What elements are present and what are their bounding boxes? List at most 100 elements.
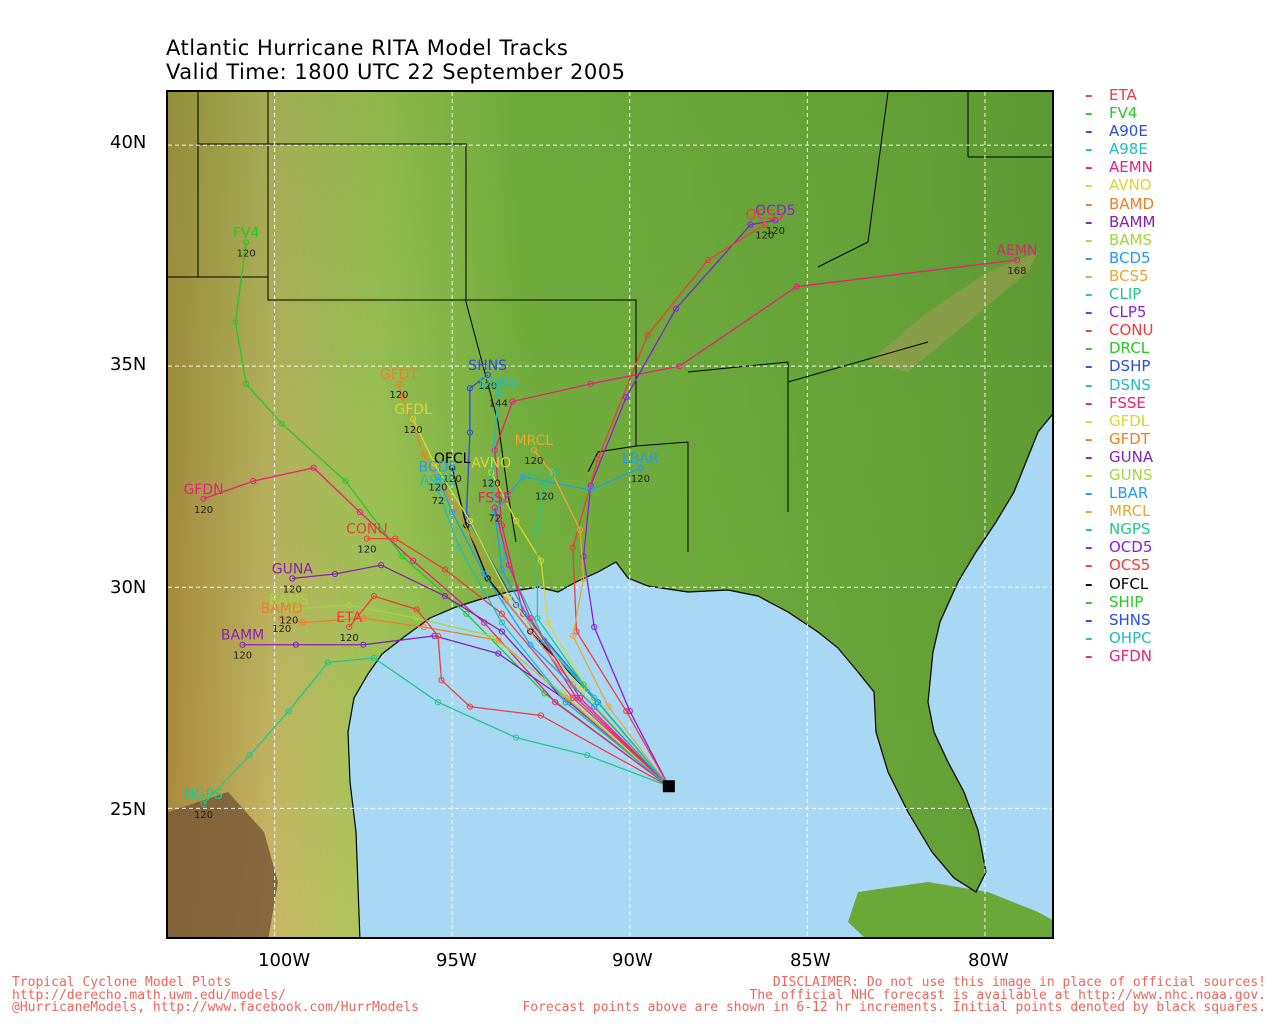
initial-point-square [662,780,675,793]
forecast-point [434,473,442,480]
chart-title: Atlantic Hurricane RITA Model Tracks [166,36,569,60]
track-ocs5 [572,224,766,787]
track-label-bamd: BAMD [261,601,303,617]
forecast-point [587,486,594,494]
track-label-aemn: AEMN [996,243,1037,259]
legend-label: OHPC [1109,628,1152,647]
forecast-point [491,504,498,511]
legend-item-mrcl: – MRCL [1085,502,1155,520]
forecast-point [541,637,548,644]
lon-label-100w: 100W [258,950,311,971]
forecast-point [498,619,505,626]
forecast-point [434,632,442,639]
forecast-point [576,685,584,693]
forecast-point [392,535,399,542]
legend-item-bcd5: – BCD5 [1085,249,1155,267]
legend-item-fv4: – FV4 [1085,104,1155,122]
forecast-point [420,451,427,458]
footer-right: DISCLAIMER: Do not use this image in pla… [522,976,1266,1015]
forecast-point [488,632,495,639]
forecast-point [285,707,292,715]
forecast-point [537,557,545,564]
track-end-hour: 120 [755,231,774,242]
forecast-point [285,606,292,613]
forecast-point [495,389,502,396]
forecast-point [399,394,406,401]
forecast-point [360,615,367,622]
model-legend: – ETA – FV4– A90E – A98E – AEMN – AVNO – BAMD – BAMM – B… [1085,86,1155,665]
track-end-hour: 72 [488,514,501,525]
forecast-point [431,632,438,639]
forecast-point [342,478,349,485]
legend-swatch: – [1085,502,1093,521]
legend-item-dshp: – DSHP [1085,357,1155,375]
forecast-point [704,256,712,264]
track-end-hour: 120 [194,505,213,516]
state-boundaries [168,92,1052,552]
legend-swatch: – [1085,628,1093,647]
forecast-point [512,734,520,741]
forecast-point [530,447,537,454]
legend-item-bcs5: – BCS5 [1085,267,1155,285]
forecast-point [481,570,488,578]
legend-swatch: – [1085,375,1093,394]
forecast-point [594,699,601,706]
forecast-point [299,619,307,626]
forecast-point [250,478,257,485]
track-label-bams: BAMS [269,592,309,608]
cuba [848,882,1052,937]
forecast-point [591,694,598,701]
forecast-point [466,703,474,710]
track-end-hour: 120 [535,492,554,503]
forecast-point [434,699,442,706]
legend-swatch: – [1085,194,1093,213]
track-label-ocs5: OCS5 [745,208,784,224]
legend-swatch: – [1085,393,1093,412]
track-end-hour: 120 [766,226,785,237]
forecast-point [324,659,331,666]
legend-label: BAMS [1109,230,1153,249]
forecast-point [576,694,584,701]
forecast-point [584,752,591,759]
legend-label: OCD5 [1109,538,1153,557]
legend-swatch: – [1085,484,1093,503]
forecast-point [527,615,534,622]
legend-swatch: – [1085,574,1093,593]
forecast-point [331,570,339,578]
footer-left-line3[interactable]: @HurricaneModels, http://www.facebook.co… [12,1000,419,1015]
track-end-hour: 120 [233,651,252,662]
legend-label: CLP5 [1109,303,1147,322]
forecast-point [552,699,559,706]
forecast-point [484,575,491,582]
legend-label: GFDN [1109,646,1153,665]
forecast-point [310,464,317,471]
track-label-ocd5: OCD5 [755,203,795,219]
legend-swatch: – [1085,447,1093,466]
forecast-point [200,800,207,808]
forecast-point [580,575,587,582]
footer-left-line2[interactable]: http://derecho.math.uwm.edu/models/ [12,987,286,1003]
map-area[interactable]: FV4 120 AEMN 168 OCD5 120 OCS5 120 SHNS 120 OFCL 12… [166,90,1054,939]
legend-item-bamd: – BAMD [1085,195,1155,213]
forecast-point [356,508,363,516]
legend-swatch: – [1085,158,1093,177]
forecast-point [441,566,449,573]
footer-left-line1: Tropical Cyclone Model Plots [12,975,232,990]
forecast-point [672,305,680,312]
legend-label: BCD5 [1109,248,1151,267]
legend-swatch: – [1085,321,1093,340]
legend-item-ocd5: – OCD5 [1085,538,1155,556]
lat-label-25n: 25N [110,799,147,820]
forecast-point [399,553,406,560]
legend-item-ofcl: – OFCL [1085,575,1155,593]
forecast-point [243,239,250,246]
legend-item-eta: – ETA [1085,86,1155,104]
track-label-conu: CONU [346,522,388,538]
legend-item-shns: – SHNS [1085,611,1155,629]
legend-label: SHIP [1109,592,1144,611]
footer-left: Tropical Cyclone Model Plots http://dere… [12,975,419,1015]
track-label-fv4: FV4 [233,225,260,241]
legend-item-ohpc: – OHPC [1085,629,1155,647]
track-end-hour: 120 [279,615,298,626]
legend-swatch: – [1085,248,1093,267]
